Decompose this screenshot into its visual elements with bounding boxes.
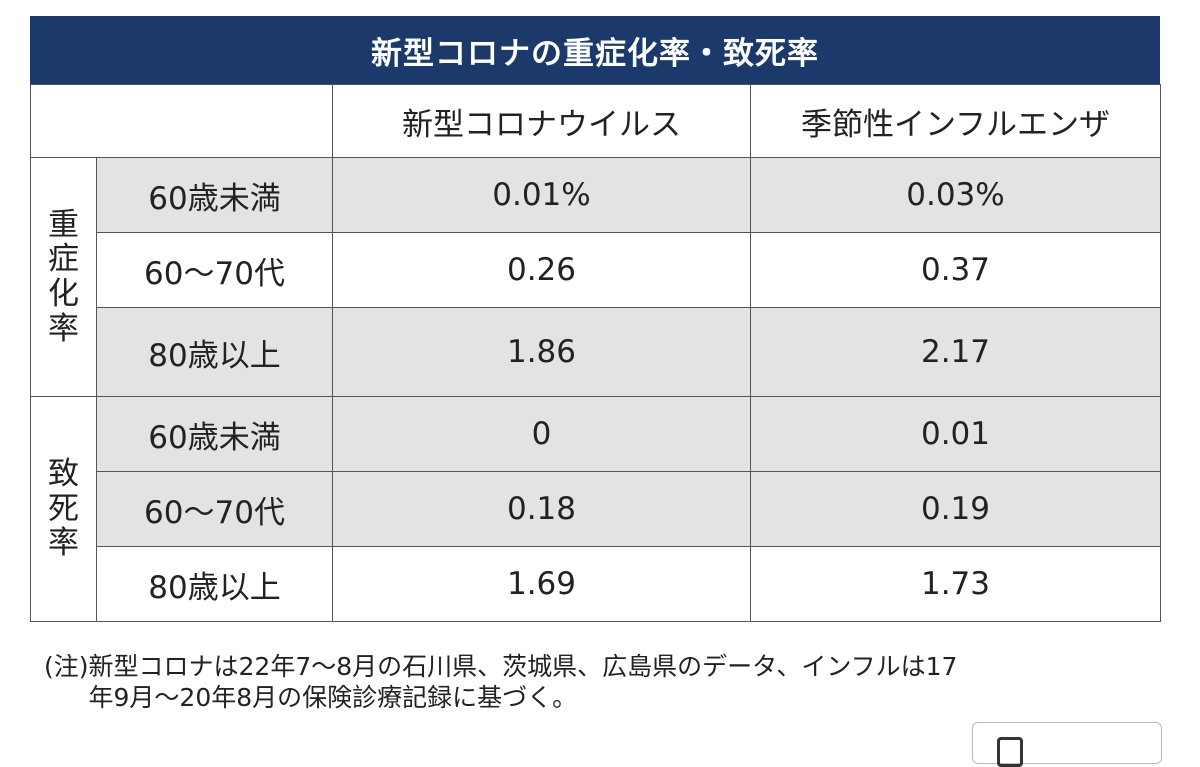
cell-covid: 0.26 [332,232,751,308]
cell-flu: 2.17 [750,307,1161,397]
header-covid: 新型コロナウイルス [332,84,751,158]
cell-flu: 0.01 [750,396,1161,472]
cell-covid: 1.69 [332,546,751,622]
cell-covid: 0.18 [332,471,751,547]
footnote: (注) 新型コロナは22年7〜8月の石川県、茨城県、広島県のデータ、インフルは1… [44,652,1154,713]
row-label: 80歳以上 [96,546,333,622]
group-label-char: 致 [48,455,79,492]
group-label-char: 率 [48,525,79,562]
cell-flu: 1.73 [750,546,1161,622]
group-label-severity: 重 症 化 率 [30,157,97,397]
table-row: 60〜70代 0.26 0.37 [31,232,1161,308]
row-label: 60〜70代 [96,471,333,547]
row-label: 60歳未満 [96,157,333,233]
table-row: 80歳以上 1.86 2.17 [31,307,1161,397]
table-title: 新型コロナの重症化率・致死率 [30,16,1160,84]
header-flu: 季節性インフルエンザ [750,84,1161,158]
table-row: 60〜70代 0.18 0.19 [31,471,1161,547]
footnote-line1: 新型コロナは22年7〜8月の石川県、茨城県、広島県のデータ、インフルは17 [88,652,958,681]
group-label-char: 率 [48,310,79,347]
footnote-line2: 年9月〜20年8月の保険診療記録に基づく。 [88,682,578,712]
row-label: 60〜70代 [96,232,333,308]
table-row: 重 症 化 率 60歳未満 0.01% 0.03% [30,157,1161,397]
table-row: 80歳以上 1.69 1.73 [31,546,1161,622]
header-row: 新型コロナウイルス 季節性インフルエンザ [30,84,1161,158]
group-label-char: 死 [48,490,79,527]
group-label-char: 症 [48,241,79,278]
cell-covid: 0.01% [332,157,751,233]
table-row: 致 死 率 60歳未満 0 0.01 [30,396,1161,622]
cell-covid: 0 [332,396,751,472]
group-label-fatality: 致 死 率 [30,396,97,622]
row-label: 60歳未満 [96,396,333,472]
square-icon [997,737,1023,767]
row-label: 80歳以上 [96,307,333,397]
table-figure: 新型コロナの重症化率・致死率 新型コロナウイルス 季節性インフルエンザ 重 症 … [30,16,1161,622]
corner-button[interactable] [972,722,1162,767]
cell-covid: 1.86 [332,307,751,397]
header-corner [30,84,333,158]
cell-flu: 0.03% [750,157,1161,233]
group-label-char: 化 [48,276,79,312]
cell-flu: 0.19 [750,471,1161,547]
group-label-char: 重 [48,206,79,243]
data-table: 新型コロナウイルス 季節性インフルエンザ 重 症 化 率 60歳未満 0.01%… [30,84,1161,622]
cell-flu: 0.37 [750,232,1161,308]
footnote-lead: (注) [44,652,89,681]
